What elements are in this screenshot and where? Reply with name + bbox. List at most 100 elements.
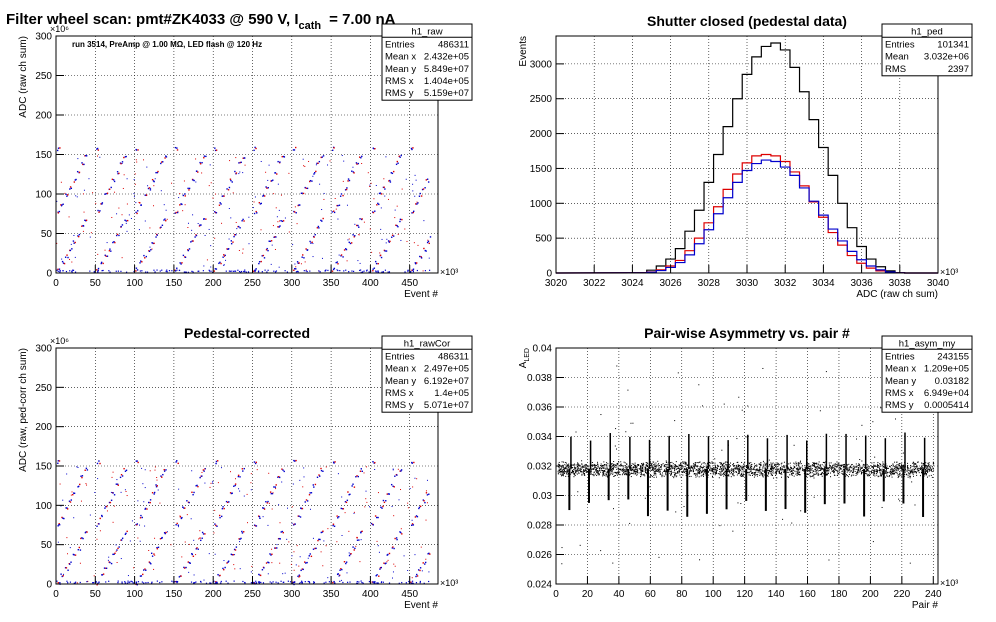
event-point bbox=[197, 548, 199, 550]
pair-point bbox=[909, 476, 911, 478]
pair-point bbox=[724, 471, 726, 473]
pair-point bbox=[589, 473, 591, 475]
pair-point bbox=[890, 470, 892, 472]
pair-point bbox=[767, 465, 769, 467]
event-point bbox=[61, 205, 63, 207]
event-point bbox=[83, 211, 85, 213]
pair-point bbox=[743, 471, 745, 473]
pair-point bbox=[669, 463, 671, 465]
event-point bbox=[157, 489, 159, 491]
pair-point bbox=[560, 471, 562, 473]
pair-point bbox=[732, 530, 734, 532]
pair-point bbox=[566, 466, 568, 468]
event-point bbox=[139, 575, 142, 577]
pair-point bbox=[701, 463, 703, 465]
pair-point bbox=[618, 470, 620, 472]
event-point bbox=[101, 515, 103, 518]
plot-marks bbox=[56, 459, 431, 586]
event-point bbox=[412, 268, 415, 270]
event-point bbox=[100, 261, 103, 264]
event-point bbox=[195, 581, 197, 583]
pair-point bbox=[880, 463, 882, 465]
pair-point bbox=[735, 464, 737, 466]
event-point bbox=[366, 269, 368, 271]
y-tick-label: 1500 bbox=[530, 164, 553, 175]
x-tick-label: 150 bbox=[166, 278, 183, 289]
event-point bbox=[104, 193, 106, 195]
event-point bbox=[78, 546, 81, 549]
pair-point bbox=[794, 463, 796, 465]
event-point bbox=[67, 194, 69, 196]
pair-point bbox=[683, 461, 685, 463]
stats-key: Mean y bbox=[885, 376, 916, 387]
event-point bbox=[309, 582, 311, 584]
pair-point bbox=[689, 469, 691, 471]
pair-point bbox=[915, 470, 917, 472]
pair-point bbox=[809, 475, 811, 477]
pair-point bbox=[775, 463, 777, 465]
pair-point bbox=[565, 475, 567, 477]
pair-point bbox=[664, 469, 666, 471]
event-point bbox=[393, 486, 395, 488]
pair-point bbox=[585, 472, 587, 474]
event-point bbox=[96, 583, 98, 586]
event-point bbox=[62, 203, 64, 205]
stats-value: 3.032e+06 bbox=[924, 52, 969, 63]
event-point bbox=[243, 270, 245, 273]
axes: 3020 3022 3024 3026 3028 3030 3032 3034 3036 3038… bbox=[518, 36, 958, 300]
event-point bbox=[187, 222, 189, 224]
event-point bbox=[304, 165, 306, 167]
pair-point bbox=[861, 424, 863, 426]
event-point bbox=[89, 514, 91, 516]
event-point bbox=[62, 517, 64, 519]
event-point bbox=[161, 536, 163, 539]
event-point bbox=[266, 187, 268, 189]
y-tick-label: 0 bbox=[46, 269, 52, 280]
event-point bbox=[153, 205, 155, 207]
pair-point bbox=[605, 473, 607, 475]
pair-point bbox=[901, 468, 903, 470]
pair-point bbox=[693, 466, 695, 468]
pair-point bbox=[873, 464, 875, 466]
pair-point bbox=[809, 469, 811, 471]
event-point bbox=[351, 270, 353, 272]
event-point bbox=[126, 203, 128, 205]
pair-point bbox=[637, 470, 639, 472]
event-point bbox=[180, 517, 183, 520]
pair-point bbox=[885, 469, 887, 471]
pair-point bbox=[603, 470, 605, 472]
pair-point bbox=[902, 467, 904, 469]
event-point bbox=[428, 580, 430, 583]
pair-point bbox=[892, 470, 894, 472]
pair-point bbox=[861, 469, 863, 471]
pair-point bbox=[650, 467, 652, 469]
event-point bbox=[210, 182, 212, 184]
pair-point bbox=[756, 475, 758, 477]
pair-point bbox=[743, 465, 745, 467]
histogram-blue bbox=[555, 159, 938, 274]
event-point bbox=[358, 156, 361, 158]
pair-point bbox=[645, 462, 647, 464]
event-point bbox=[416, 573, 418, 576]
event-point bbox=[164, 532, 166, 535]
pair-point bbox=[674, 420, 676, 422]
pair-point bbox=[894, 469, 896, 471]
event-point bbox=[101, 514, 103, 517]
pair-point bbox=[768, 472, 770, 474]
event-point bbox=[84, 155, 86, 157]
event-point bbox=[198, 270, 200, 272]
pair-point bbox=[667, 466, 669, 468]
pair-point bbox=[856, 438, 858, 440]
event-point bbox=[359, 561, 361, 563]
event-point bbox=[312, 243, 314, 245]
pair-point bbox=[586, 465, 588, 467]
x-tick-label: 20 bbox=[582, 589, 594, 600]
pair-point bbox=[760, 471, 762, 473]
pair-point bbox=[701, 468, 703, 470]
pair-point bbox=[803, 470, 805, 472]
pair-point bbox=[927, 463, 929, 465]
pair-point bbox=[650, 464, 652, 466]
pair-point bbox=[557, 470, 559, 472]
event-point bbox=[252, 270, 255, 272]
event-point bbox=[145, 569, 147, 571]
